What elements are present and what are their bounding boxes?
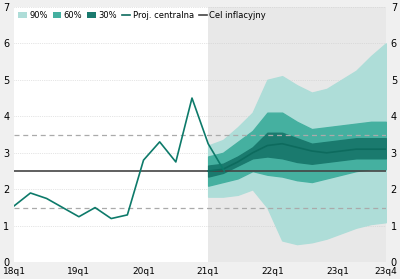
Bar xyxy=(208,7,386,262)
Legend: 90%, 60%, 30%, Proj. centralna, Cel inflacyjny: 90%, 60%, 30%, Proj. centralna, Cel infl… xyxy=(15,8,270,23)
